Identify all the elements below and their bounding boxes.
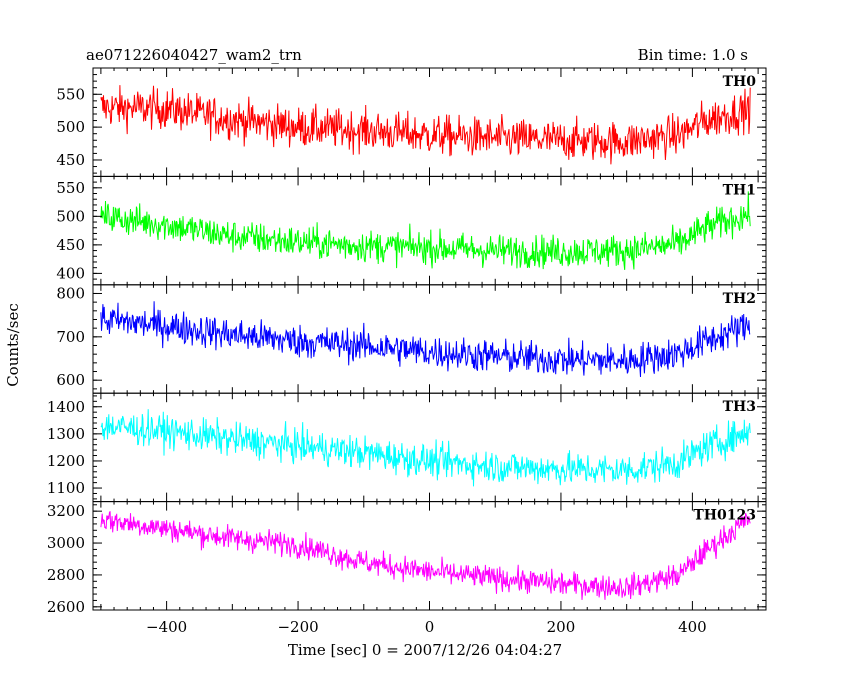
y-tick-label: 1100	[47, 479, 85, 497]
y-tick-label: 2800	[47, 566, 85, 584]
panel-frame	[92, 392, 767, 503]
series-label-th0: TH0	[723, 74, 757, 90]
bin-time-label: Bin time: 1.0 s	[638, 46, 748, 64]
panel-frame	[92, 284, 767, 394]
series-line-th2	[100, 301, 751, 378]
y-tick-label: 1400	[47, 398, 85, 416]
y-tick-label: 2600	[47, 598, 85, 616]
series-label-th3: TH3	[723, 399, 756, 415]
y-tick-label: 500	[56, 207, 85, 225]
panel-th2: 600 700 800 TH2	[56, 284, 767, 394]
panel-th1: 400 450 500 550 TH1	[56, 175, 767, 286]
x-tick-label: 400	[678, 618, 707, 636]
series-line-th0123	[100, 511, 751, 600]
y-tick-label: 450	[56, 236, 85, 254]
x-tick-label: 0	[425, 618, 435, 636]
y-tick-label: 600	[56, 371, 85, 389]
y-tick-label: 550	[56, 179, 85, 197]
panels: 450 500 550 TH0 400 450 500 550 TH1 600 700 800 TH2 1…	[47, 67, 767, 616]
y-tick-label: 1300	[47, 425, 85, 443]
y-tick-label: 3000	[47, 534, 85, 552]
y-tick-label: 500	[56, 118, 85, 136]
x-tick-label: −200	[277, 618, 318, 636]
series-line-th0	[100, 85, 751, 165]
series-line-th3	[100, 409, 751, 487]
panel-th3: 1100 1200 1300 1400 TH3	[47, 392, 767, 503]
y-tick-label: 1200	[47, 452, 85, 470]
panel-th0: 450 500 550 TH0	[56, 67, 767, 177]
panel-frame	[92, 67, 767, 177]
x-tick-label: 200	[547, 618, 576, 636]
x-axis: −400 −200 0 200 400	[146, 618, 707, 636]
series-label-th0123: TH0123	[693, 508, 756, 524]
series-label-th2: TH2	[723, 291, 756, 307]
y-tick-label: 550	[56, 85, 85, 103]
panel-frame	[92, 501, 767, 611]
series-line-th1	[100, 191, 751, 270]
chart-title: ae071226040427_wam2_trn	[86, 46, 302, 64]
y-tick-label: 400	[56, 264, 85, 282]
y-tick-label: 700	[56, 328, 85, 346]
y-tick-label: 450	[56, 151, 85, 169]
x-axis-label: Time [sec] 0 = 2007/12/26 04:04:27	[288, 641, 562, 659]
y-tick-label: 800	[56, 284, 85, 302]
x-tick-label: −400	[146, 618, 187, 636]
y-axis-label: Counts/sec	[4, 303, 22, 387]
panel-th0123: 2600 2800 3000 3200 TH0123	[47, 501, 767, 616]
y-tick-label: 3200	[47, 502, 85, 520]
series-label-th1: TH1	[723, 182, 756, 198]
